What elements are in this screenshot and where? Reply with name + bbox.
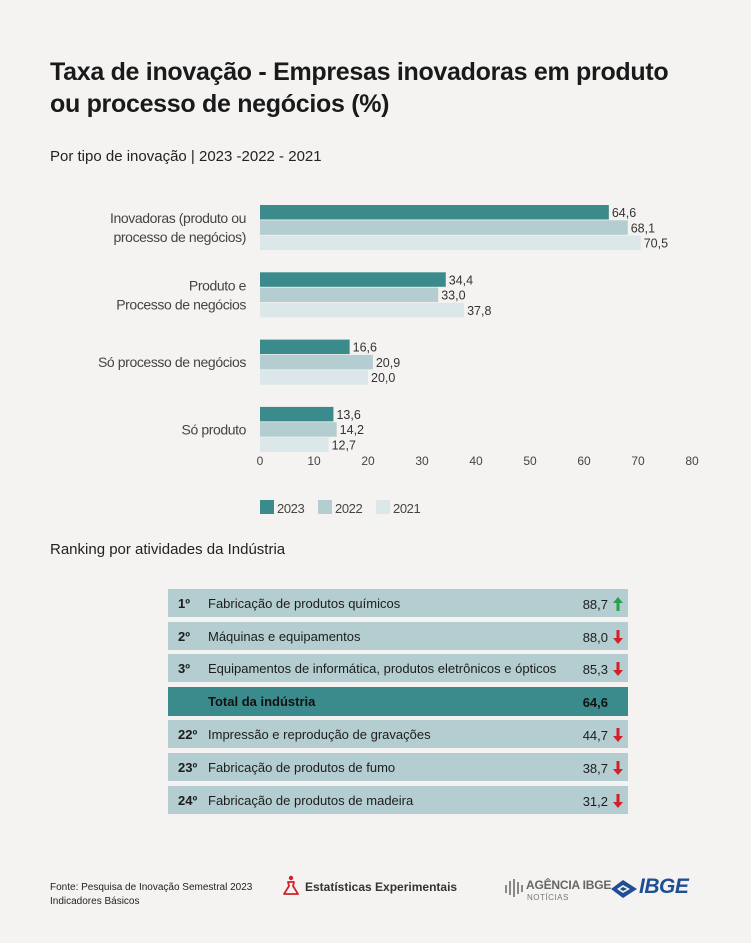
ibge-logo-icon: [611, 880, 637, 898]
x-tick-label: 40: [469, 454, 483, 468]
ranking-row: 1º Fabricação de produtos químicos 88,7: [168, 589, 628, 617]
x-tick-label: 20: [361, 454, 375, 468]
bar-2021: [260, 302, 465, 318]
ranking-heading: Ranking por atividades da Indústria: [50, 541, 286, 558]
bar-2021: [260, 235, 641, 251]
ranking-activity-label: Fabricação de produtos de madeira: [208, 792, 414, 808]
ranking-row: 22º Impressão e reprodução de gravações 44…: [168, 720, 628, 749]
ranking-value: 64,6: [582, 694, 608, 710]
bar-2022: [260, 287, 439, 303]
bar-2022: [260, 220, 628, 235]
x-tick-label: 10: [307, 454, 321, 468]
data-label: 20,9: [376, 356, 400, 370]
bar-2021: [260, 370, 368, 385]
bar-2023: [260, 406, 334, 422]
ranking-activity-label: Máquinas e equipamentos: [208, 628, 361, 644]
ranking-table: 1º Fabricação de produtos químicos 88,7 2º M…: [168, 589, 628, 818]
ranking-activity-label: Impressão e reprodução de gravações: [208, 727, 431, 743]
data-label: 14,2: [340, 423, 364, 437]
source-note: Fonte: Pesquisa de Inovação Semestral 20…: [50, 881, 252, 909]
x-tick-label: 50: [523, 454, 537, 468]
arrow-down-icon: [613, 629, 623, 644]
agencia-ibge-title: AGÊNCIA IBGE: [526, 878, 612, 892]
x-tick-label: 30: [415, 454, 429, 468]
ranking-position: 24º: [178, 792, 198, 808]
arrow-up-icon: [613, 597, 623, 611]
bar-chart: Inovadoras (produto ou processo de negóci…: [98, 205, 699, 516]
arrow-down-icon: [613, 662, 623, 677]
category-label: Só processo de negócios: [98, 354, 246, 370]
ranking-value: 44,7: [582, 728, 608, 744]
data-label: 33,0: [441, 289, 465, 303]
legend-swatch-2022: [318, 500, 332, 514]
x-tick-label: 70: [631, 454, 645, 468]
arrow-down-icon: [613, 728, 623, 743]
legend-swatch-2021: [376, 500, 390, 514]
ranking-activity-label: Equipamentos de informática, produtos el…: [208, 661, 557, 677]
chart-subtitle: Por tipo de inovação | 2023 -2022 - 2021: [50, 148, 322, 165]
ranking-position: 22º: [178, 727, 198, 743]
category-label: Inovadoras (produto ou: [110, 210, 246, 226]
ranking-position: 1º: [178, 596, 190, 611]
ranking-row: 23º Fabricação de produtos de fumo 38,7: [168, 752, 628, 781]
experimental-statistics-label: Estatísticas Experimentais: [305, 880, 458, 894]
x-tick-label: 80: [685, 454, 699, 468]
ranking-activity-label: Fabricação de produtos químicos: [208, 596, 401, 611]
ranking-row: 2º Máquinas e equipamentos 88,0: [168, 621, 628, 650]
agencia-ibge-subtitle: NOTÍCIAS: [527, 893, 569, 902]
bar-2023: [260, 339, 350, 355]
page-title: Taxa de inovação - Empresas inovadoras e…: [50, 58, 669, 118]
data-label: 16,6: [353, 341, 377, 355]
ranking-value: 88,0: [582, 629, 608, 645]
source-line-1: Fonte: Pesquisa de Inovação Semestral 20…: [50, 882, 253, 893]
ranking-value: 88,7: [582, 597, 608, 612]
ranking-position: 3º: [178, 661, 190, 677]
bar-2022: [260, 354, 373, 370]
data-label: 68,1: [631, 221, 655, 235]
category-label: Processo de negócios: [116, 296, 246, 312]
x-tick-label: 0: [257, 454, 264, 468]
ranking-position: 23º: [178, 759, 198, 775]
flask-icon: [283, 875, 299, 895]
agencia-ibge-logo-icon: [505, 879, 523, 897]
legend-label-2022: 2022: [335, 501, 362, 516]
legend-label-2023: 2023: [277, 501, 304, 516]
arrow-down-icon: [613, 793, 623, 808]
data-label: 64,6: [612, 206, 636, 220]
ranking-activity-label: Fabricação de produtos de fumo: [208, 759, 396, 775]
ranking-value: 85,3: [582, 662, 608, 678]
data-label: 12,7: [332, 439, 356, 453]
ibge-wordmark: IBGE: [639, 875, 689, 898]
source-line-2: Indicadores Básicos: [50, 896, 140, 907]
legend-swatch-2023: [260, 500, 274, 514]
ranking-value: 31,2: [582, 793, 608, 809]
data-label: 13,6: [336, 408, 360, 422]
ranking-row: 24º Fabricação de produtos de madeira 31,2: [168, 785, 628, 814]
category-label: Só produto: [182, 421, 247, 437]
bar-2021: [260, 437, 329, 452]
data-label: 20,0: [371, 371, 395, 385]
category-label: processo de negócios): [114, 229, 246, 245]
data-label: 70,5: [644, 237, 668, 251]
bar-2022: [260, 422, 337, 437]
ranking-activity-label: Total da indústria: [208, 693, 316, 709]
category-label: Produto e: [189, 277, 247, 293]
ranking-row: 3º Equipamentos de informática, produtos …: [168, 654, 628, 683]
legend-label-2021: 2021: [393, 501, 420, 516]
bar-2023: [260, 272, 446, 287]
data-label: 37,8: [467, 304, 491, 318]
x-tick-label: 60: [577, 454, 591, 468]
data-label: 34,4: [449, 273, 473, 287]
bar-2023: [260, 205, 609, 220]
ranking-total-row: Total da indústria 64,6: [168, 686, 628, 716]
ranking-value: 38,7: [582, 760, 608, 776]
ranking-position: 2º: [178, 628, 190, 644]
arrow-down-icon: [613, 760, 623, 775]
